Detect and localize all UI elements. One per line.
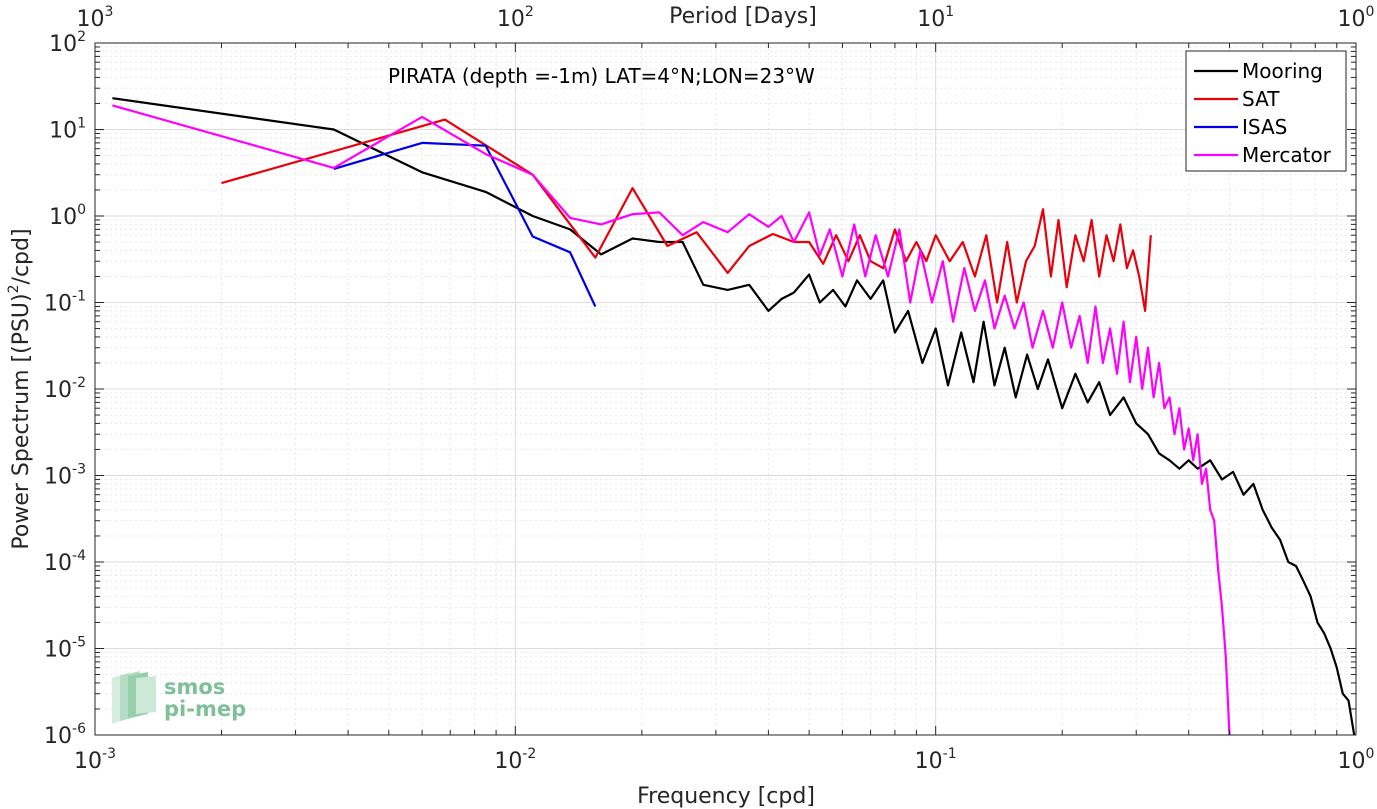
- legend-label-isas: ISAS: [1242, 115, 1287, 139]
- x-tick-label-exp: -1: [943, 746, 957, 762]
- y-tick-label-exp: -6: [72, 721, 86, 737]
- y-tick-label-exp: -5: [72, 635, 86, 651]
- y-tick-label: 101: [49, 116, 86, 144]
- y-axis-label: Power Spectrum [(PSU)2/cpd]: [6, 228, 34, 549]
- y-tick-label: 10-6: [44, 721, 86, 749]
- y-tick-label: 10-5: [44, 635, 86, 663]
- x-tick-label-exp: -3: [102, 746, 116, 762]
- series-line-isas: [333, 141, 597, 307]
- y-tick-label-base: 10: [49, 32, 77, 57]
- x2-tick-label-exp: 2: [525, 4, 534, 20]
- x-tick-label: 100: [1338, 746, 1375, 774]
- x2-axis-label: Period [Days]: [669, 4, 817, 29]
- y-tick-label-exp: -3: [72, 462, 86, 478]
- series-layer: [112, 97, 1356, 736]
- x-tick-label: 10-2: [494, 746, 536, 774]
- x2-tick-label-base: 10: [1338, 7, 1366, 32]
- y-axis-label-tail: /cpd]: [9, 228, 34, 284]
- legend-label-mercator: Mercator: [1242, 143, 1332, 167]
- x-tick-label: 10-3: [74, 746, 116, 774]
- x2-tick-label-exp: 0: [1366, 4, 1375, 20]
- y-tick-label-exp: 1: [77, 116, 86, 132]
- x2-tick-label-base: 10: [497, 7, 525, 32]
- y-tick-label-base: 10: [44, 724, 72, 749]
- x-tick-label-base: 10: [494, 749, 522, 774]
- logo-text-smos: smos: [164, 675, 225, 699]
- y-tick-label: 10-4: [44, 548, 86, 576]
- smos-pi-mep-logo: smos pi-mep: [112, 671, 246, 724]
- x-tick-label-exp: -2: [522, 746, 536, 762]
- y-tick-label-exp: -4: [72, 548, 86, 564]
- y-tick-label-base: 10: [44, 551, 72, 576]
- series-line-mooring: [112, 97, 1356, 736]
- x2-tick-label-exp: 3: [105, 4, 114, 20]
- x2-tick-label-base: 10: [917, 7, 945, 32]
- series-line-sat: [221, 118, 1152, 312]
- tick-marks: [94, 42, 1357, 736]
- y-tick-label: 10-2: [44, 375, 86, 403]
- logo-text-pi-mep: pi-mep: [164, 697, 246, 721]
- x2-tick-label: 103: [77, 4, 114, 32]
- y-tick-label-base: 10: [44, 638, 72, 663]
- legend-label-sat: SAT: [1242, 87, 1280, 111]
- logo-mark-icon: [112, 671, 156, 724]
- x2-tick-label: 101: [917, 4, 954, 32]
- legend: Mooring SAT ISAS Mercator: [1185, 50, 1347, 172]
- y-tick-label-base: 10: [49, 119, 77, 144]
- y-tick-label-base: 10: [44, 465, 72, 490]
- x-tick-label: 10-1: [915, 746, 957, 774]
- y-tick-label-exp: -1: [72, 289, 86, 305]
- y-tick-label: 10-1: [44, 289, 86, 317]
- legend-label-mooring: Mooring: [1242, 59, 1323, 83]
- y-tick-label-base: 10: [44, 378, 72, 403]
- y-tick-label-base: 10: [44, 292, 72, 317]
- y-tick-label: 100: [49, 202, 86, 230]
- y-tick-label-exp: -2: [72, 375, 86, 391]
- y-tick-label-exp: 0: [77, 202, 86, 218]
- y-axis-label-main: Power Spectrum [(PSU): [9, 293, 34, 549]
- x-axis-label: Frequency [cpd]: [637, 784, 815, 809]
- annotation-text: PIRATA (depth =-1m) LAT=4°N;LON=23°W: [388, 64, 815, 88]
- x2-tick-label: 102: [497, 4, 534, 32]
- x2-tick-label-base: 10: [77, 7, 105, 32]
- y-axis-label-sup: 2: [6, 284, 22, 293]
- x-tick-label-base: 10: [1338, 749, 1366, 774]
- x-tick-label-exp: 0: [1366, 746, 1375, 762]
- y-tick-label-base: 10: [49, 205, 77, 230]
- x2-tick-label-exp: 1: [945, 4, 954, 20]
- x2-tick-label: 100: [1338, 4, 1375, 32]
- series-line-mercator: [112, 104, 1231, 736]
- y-tick-label: 102: [49, 29, 86, 57]
- x-tick-label-base: 10: [74, 749, 102, 774]
- y-tick-label-exp: 2: [77, 29, 86, 45]
- x-tick-label-base: 10: [915, 749, 943, 774]
- y-tick-label: 10-3: [44, 462, 86, 490]
